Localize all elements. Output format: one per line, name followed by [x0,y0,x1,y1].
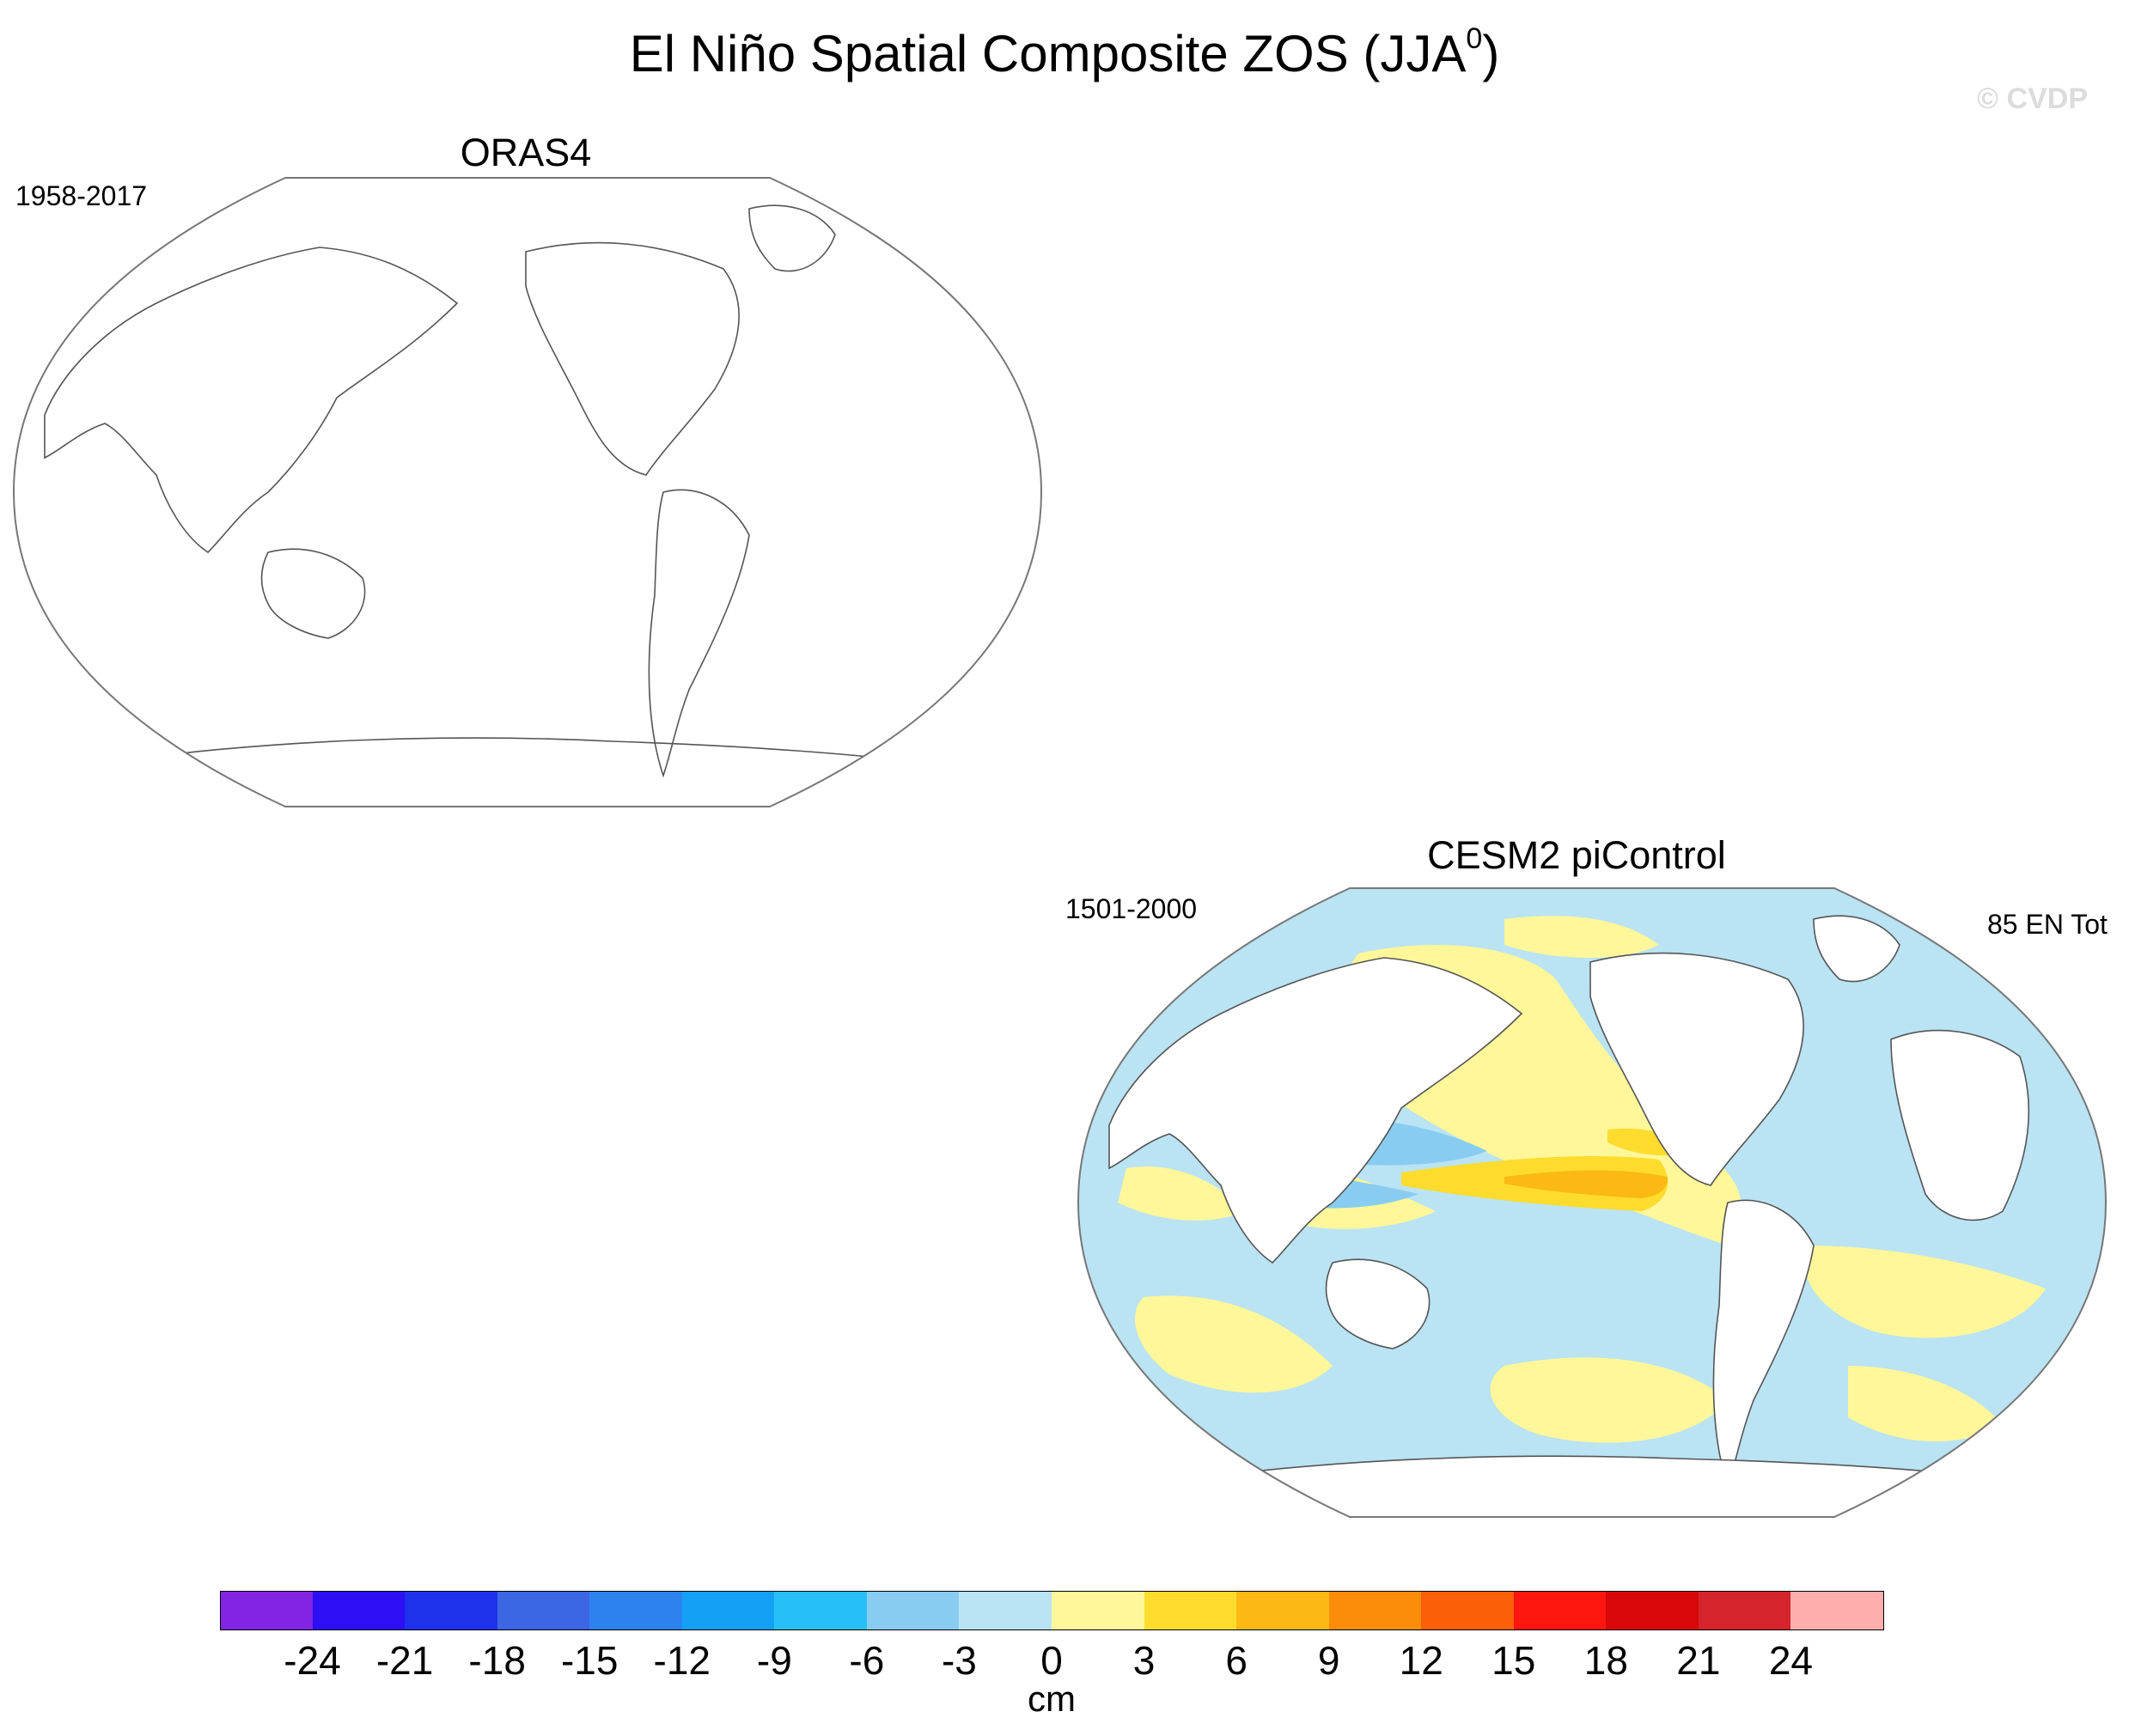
colorbar-tick-label: -12 [653,1638,711,1683]
colorbar-segment [1144,1591,1238,1630]
map-frame-cesm2 [1077,887,2108,1518]
map-oras4 [12,177,1043,807]
colorbar-segment [866,1591,961,1630]
map-cesm2 [1077,887,2108,1518]
panel-period-cesm2: 1501-2000 [1065,893,1198,924]
colorbar-segment [220,1591,314,1630]
colorbar-segment [1421,1591,1515,1630]
colorbar-segment [1606,1591,1699,1630]
colorbar-segment [589,1591,683,1630]
colorbar-tick-label: 12 [1399,1638,1443,1683]
colorbar-tick-label: 6 [1225,1638,1248,1683]
colorbar-tick-label: 3 [1132,1638,1156,1683]
colorbar-tick-label: -24 [284,1638,341,1683]
colorbar [220,1591,1884,1632]
colorbar-segment [312,1591,406,1630]
colorbar-tick-label: 24 [1768,1638,1814,1683]
colorbar-segment [959,1591,1052,1630]
coastlines-oras4 [44,204,956,778]
land-cesm2 [1108,915,2030,1517]
colorbar-segment [774,1591,868,1630]
colorbar-tick-label: -6 [849,1638,885,1683]
colorbar-segment [497,1591,591,1630]
colorbar-tick-label: -21 [375,1638,434,1683]
cvdp-watermark: © CVDP [1977,82,2088,115]
colorbar-segment [1052,1591,1145,1630]
colorbar-tick-label: -9 [756,1638,792,1683]
colorbar-segment [1513,1591,1607,1630]
panel-count-cesm2: 85 EN Tot [1987,909,2108,940]
panel-title-oras4: ORAS4 [460,131,592,174]
colorbar-segment [681,1591,776,1630]
colorbar-tick-label: 15 [1492,1638,1536,1683]
colorbar-tick-label: 0 [1040,1638,1063,1683]
field-equatorial-6-9 [1504,1170,1668,1198]
panel-title-cesm2: CESM2 piControl [1427,833,1726,877]
colorbar-tick-label: -15 [560,1638,619,1683]
colorbar-units: cm [1028,1678,1076,1719]
panel-period-oras4: 1958-2017 [15,180,148,211]
figure-title: El Niño Spatial Composite ZOS (JJA0) [629,22,1500,82]
colorbar-segment [1328,1591,1423,1630]
colorbar-segment [1236,1591,1330,1630]
map-frame-oras4 [12,177,1043,807]
colorbar-tick-label: 21 [1676,1638,1721,1683]
colorbar-tick-label: 18 [1583,1638,1628,1683]
colorbar-tick-label: -18 [468,1638,526,1683]
colorbar-segment [1790,1591,1884,1630]
colorbar-segment [405,1591,498,1630]
colorbar-tick-label: -3 [941,1638,977,1683]
colorbar-tick-label: 9 [1317,1638,1340,1683]
colorbar-segment [1698,1591,1792,1630]
